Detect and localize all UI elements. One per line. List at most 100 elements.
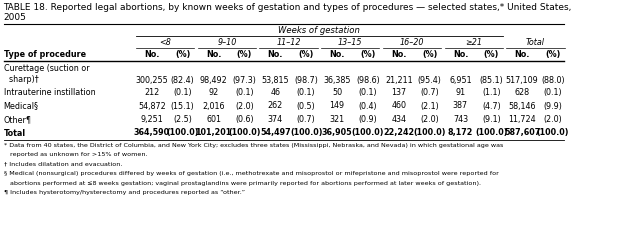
Text: 517,109: 517,109 [506,76,538,85]
Text: (9.9): (9.9) [544,101,562,110]
Text: (%): (%) [299,50,314,59]
Text: 98,492: 98,492 [200,76,228,85]
Text: * Data from 40 states, the District of Columbia, and New York City; excludes thr: * Data from 40 states, the District of C… [4,142,503,148]
Text: (98.7): (98.7) [294,76,318,85]
Text: No.: No. [144,50,160,59]
Text: No.: No. [453,50,468,59]
Text: 58,146: 58,146 [508,101,536,110]
Text: 587,607: 587,607 [504,128,540,137]
Text: (100.0): (100.0) [228,128,261,137]
Text: 2,016: 2,016 [203,101,225,110]
Text: (%): (%) [483,50,499,59]
Text: 11–12: 11–12 [276,38,301,47]
Text: 91: 91 [455,88,465,97]
Text: Weeks of gestation: Weeks of gestation [278,26,360,35]
Text: (100.0): (100.0) [290,128,322,137]
Text: (0.4): (0.4) [358,101,377,110]
Text: (82.4): (82.4) [171,76,195,85]
Text: (0.6): (0.6) [235,115,254,124]
Text: (9.1): (9.1) [482,115,501,124]
Text: (0.1): (0.1) [174,88,192,97]
Text: Intrauterine instillation: Intrauterine instillation [4,88,95,97]
Text: (0.1): (0.1) [544,88,562,97]
Text: (98.6): (98.6) [356,76,379,85]
Text: (0.1): (0.1) [297,88,315,97]
Text: sharp)†: sharp)† [4,76,38,85]
Text: 364,590: 364,590 [134,128,170,137]
Text: No.: No. [206,50,221,59]
Text: (88.0): (88.0) [541,76,565,85]
Text: 50: 50 [332,88,342,97]
Text: ¶ Includes hysterotomy/hysterectomy and procedures reported as “other.”: ¶ Includes hysterotomy/hysterectomy and … [4,190,244,195]
Text: 743: 743 [453,115,468,124]
Text: 300,255: 300,255 [135,76,168,85]
Text: 149: 149 [329,101,345,110]
Text: (4.7): (4.7) [482,101,501,110]
Text: 460: 460 [391,101,406,110]
Text: (0.1): (0.1) [358,88,377,97]
Text: (%): (%) [175,50,190,59]
Text: Other¶: Other¶ [4,115,31,124]
Text: Medical§: Medical§ [4,101,38,110]
Text: 101,201: 101,201 [196,128,231,137]
Text: Curettage (suction or: Curettage (suction or [4,64,89,73]
Text: (%): (%) [237,50,252,59]
Text: 22,242: 22,242 [383,128,414,137]
Text: (100.0): (100.0) [167,128,199,137]
Text: 36,905: 36,905 [322,128,353,137]
Text: <8: <8 [159,38,171,47]
Text: (2.5): (2.5) [173,115,192,124]
Text: 628: 628 [515,88,529,97]
Text: 374: 374 [268,115,283,124]
Text: (100.0): (100.0) [413,128,446,137]
Text: (97.3): (97.3) [233,76,256,85]
Text: 6,951: 6,951 [449,76,472,85]
Text: 16–20: 16–20 [400,38,424,47]
Text: (95.4): (95.4) [418,76,442,85]
Text: 13–15: 13–15 [338,38,363,47]
Text: (100.0): (100.0) [352,128,384,137]
Text: No.: No. [329,50,345,59]
Text: (100.0): (100.0) [475,128,508,137]
Text: No.: No. [391,50,406,59]
Text: No.: No. [515,50,530,59]
Text: 321: 321 [329,115,345,124]
Text: (2.0): (2.0) [420,115,439,124]
Text: (15.1): (15.1) [171,101,195,110]
Text: (0.7): (0.7) [420,88,439,97]
Text: 212: 212 [144,88,160,97]
Text: 54,872: 54,872 [138,101,166,110]
Text: (%): (%) [545,50,561,59]
Text: (85.1): (85.1) [479,76,503,85]
Text: TABLE 18. Reported legal abortions, by known weeks of gestation and types of pro: TABLE 18. Reported legal abortions, by k… [4,3,572,23]
Text: 387: 387 [453,101,468,110]
Text: abortions performed at ≤8 weeks gestation; vaginal prostaglandins were primarily: abortions performed at ≤8 weeks gestatio… [4,180,481,185]
Text: 9–10: 9–10 [217,38,237,47]
Text: (2.0): (2.0) [544,115,562,124]
Text: ≥21: ≥21 [465,38,482,47]
Text: (%): (%) [422,50,437,59]
Text: (2.1): (2.1) [420,101,439,110]
Text: 53,815: 53,815 [262,76,289,85]
Text: (0.1): (0.1) [235,88,254,97]
Text: (100.0): (100.0) [537,128,569,137]
Text: Total: Total [4,128,26,137]
Text: Type of procedure: Type of procedure [4,50,86,59]
Text: (0.9): (0.9) [358,115,378,124]
Text: (2.0): (2.0) [235,101,254,110]
Text: § Medical (nonsurgical) procedures differed by weeks of gestation (i.e., methotr: § Medical (nonsurgical) procedures diffe… [4,171,499,176]
Text: 21,211: 21,211 [385,76,413,85]
Text: 434: 434 [391,115,406,124]
Text: 8,172: 8,172 [448,128,473,137]
Text: 601: 601 [206,115,221,124]
Text: (1.1): (1.1) [482,88,501,97]
Text: (0.5): (0.5) [297,101,315,110]
Text: (0.7): (0.7) [297,115,315,124]
Text: No.: No. [268,50,283,59]
Text: 46: 46 [271,88,280,97]
Text: 9,251: 9,251 [140,115,163,124]
Text: † Includes dilatation and evacuation.: † Includes dilatation and evacuation. [4,162,122,166]
Text: 262: 262 [268,101,283,110]
Text: 36,385: 36,385 [323,76,351,85]
Text: Total: Total [526,38,545,47]
